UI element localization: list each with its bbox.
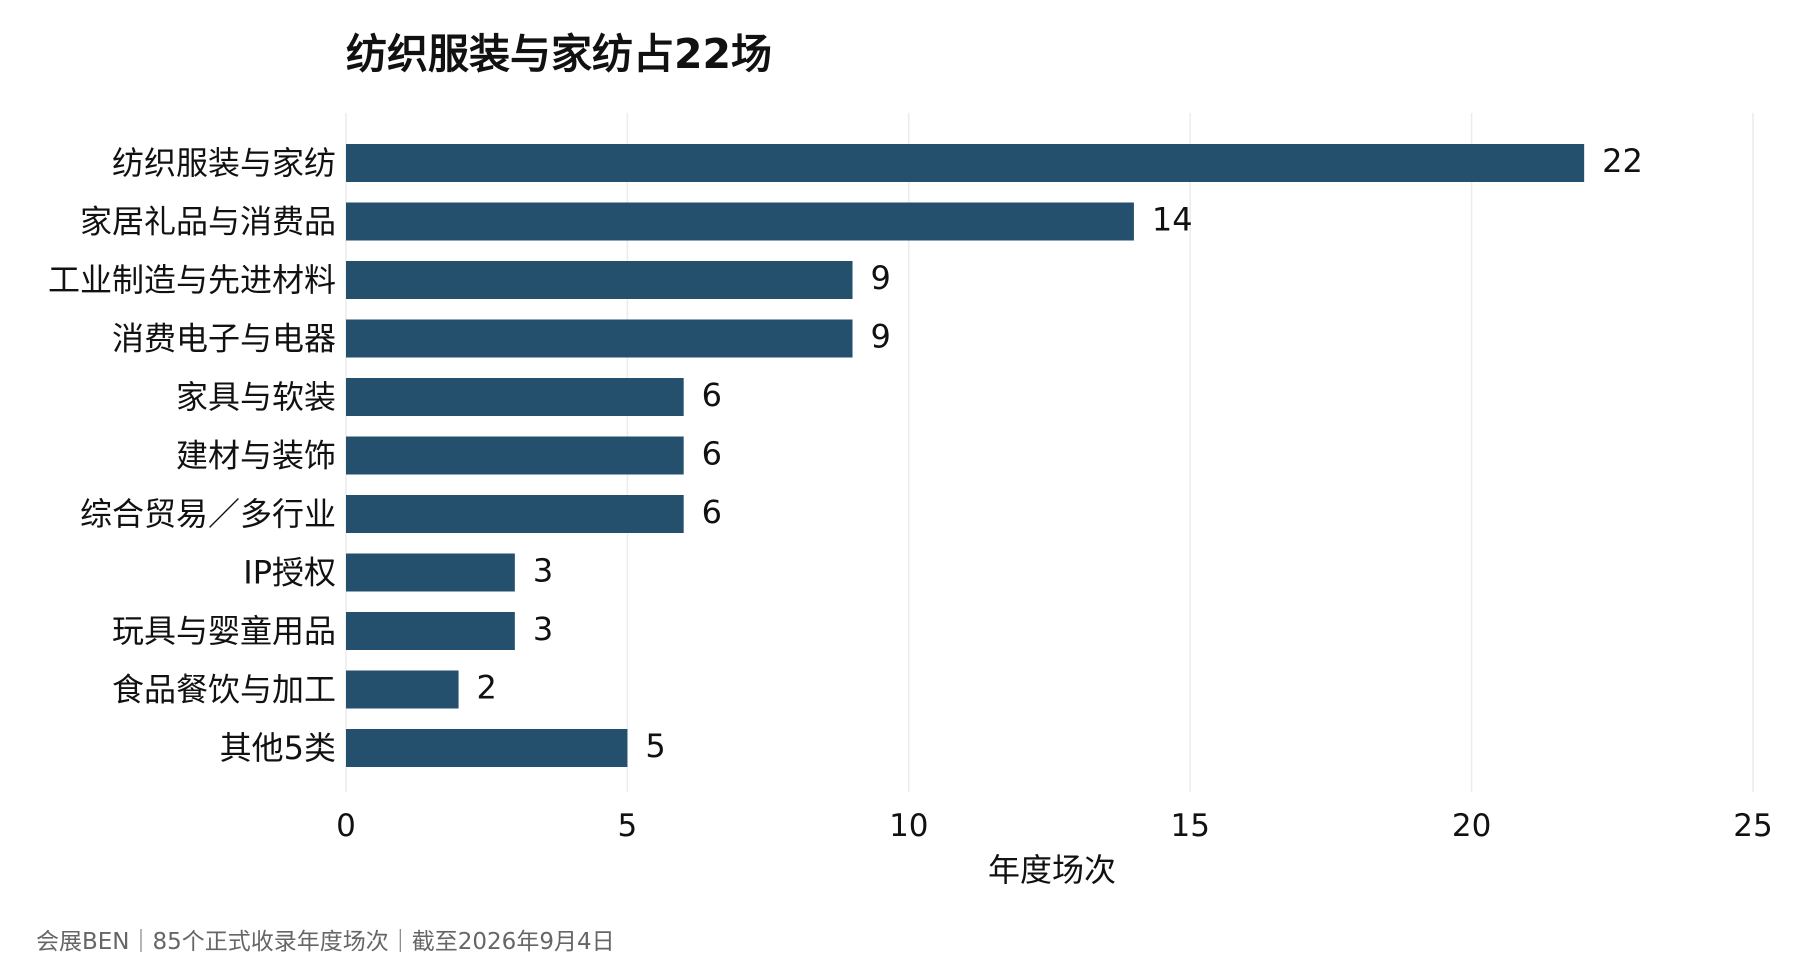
- category-label: 工业制造与先进材料: [48, 261, 336, 299]
- value-label: 3: [533, 610, 553, 648]
- x-axis-ticks: 0 5 10 15 20 25: [336, 808, 1773, 844]
- bar: [346, 612, 515, 650]
- chart-title: 纺织服装与家纺占22场: [346, 30, 772, 78]
- category-label: 建材与装饰: [176, 437, 336, 475]
- x-tick-label: 15: [1170, 808, 1209, 844]
- bar: [346, 436, 684, 475]
- value-label: 2: [477, 669, 497, 707]
- category-label: IP授权: [243, 554, 336, 592]
- bar: [346, 495, 684, 533]
- bar: [346, 378, 684, 416]
- value-label: 3: [533, 552, 553, 590]
- value-label: 6: [702, 435, 722, 473]
- bars: [346, 144, 1585, 767]
- value-label: 6: [702, 493, 722, 531]
- category-label: 家居礼品与消费品: [80, 203, 336, 241]
- source-footnote: 会展BEN｜85个正式收录年度场次｜截至2026年9月4日: [36, 929, 615, 955]
- category-label: 综合贸易／多行业: [80, 495, 336, 533]
- x-axis-title: 年度场次: [988, 851, 1116, 889]
- bar: [346, 261, 853, 299]
- category-label: 食品餐饮与加工: [112, 671, 336, 709]
- bar: [346, 729, 628, 767]
- category-label: 消费电子与电器: [112, 320, 336, 358]
- value-label: 14: [1152, 201, 1193, 239]
- bar: [346, 553, 515, 592]
- x-tick-label: 20: [1452, 808, 1491, 844]
- bar: [346, 319, 853, 358]
- category-label: 玩具与婴童用品: [112, 612, 336, 650]
- x-tick-label: 5: [618, 808, 638, 844]
- x-tick-label: 25: [1733, 808, 1772, 844]
- value-label: 5: [645, 727, 665, 765]
- category-label: 家具与软装: [176, 378, 336, 416]
- bar: [346, 202, 1134, 241]
- bar: [346, 144, 1585, 182]
- x-tick-label: 10: [889, 808, 928, 844]
- category-label: 纺织服装与家纺: [112, 144, 336, 182]
- category-label: 其他5类: [220, 729, 336, 767]
- value-label: 22: [1602, 142, 1643, 180]
- bar: [346, 670, 459, 709]
- value-label: 6: [702, 376, 722, 414]
- value-label: 9: [871, 259, 891, 297]
- category-labels: 纺织服装与家纺家居礼品与消费品工业制造与先进材料消费电子与电器家具与软装建材与装…: [48, 144, 336, 767]
- value-label: 9: [871, 318, 891, 356]
- x-tick-label: 0: [336, 808, 356, 844]
